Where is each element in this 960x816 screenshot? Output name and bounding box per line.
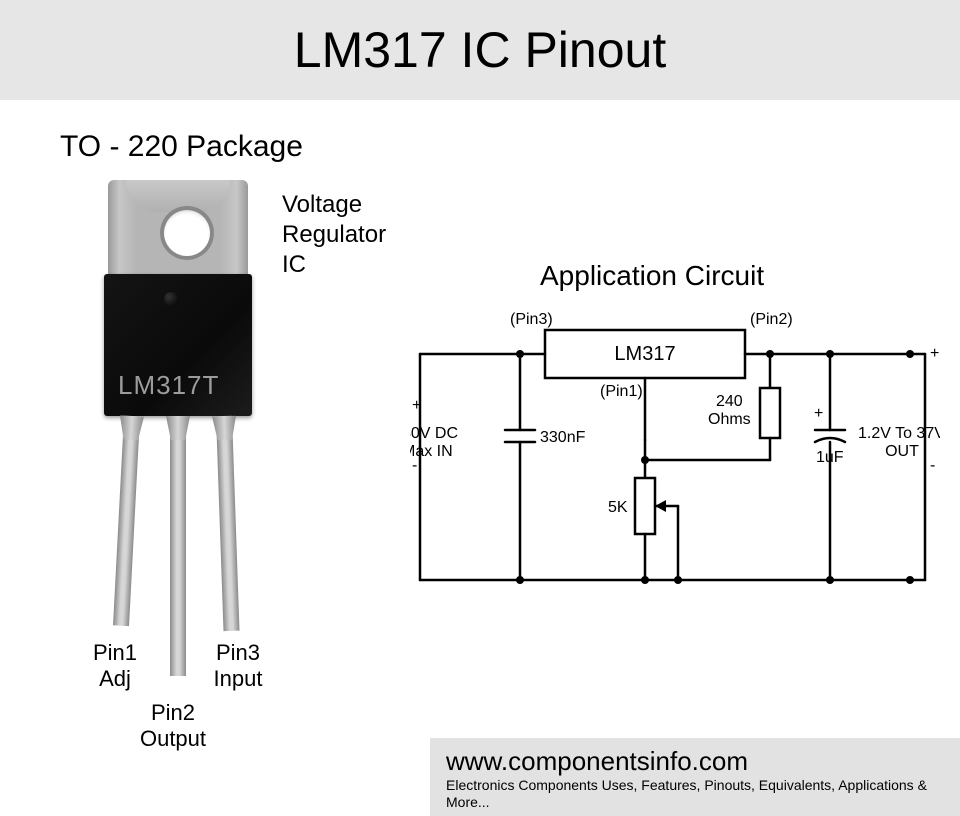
c2-plus: + (814, 405, 823, 422)
chip-marking: LM317T (118, 370, 219, 401)
mounting-hole (160, 206, 214, 260)
in-l1: 40V DC (410, 425, 458, 442)
r1-l2: Ohms (708, 411, 751, 428)
title-bar: LM317 IC Pinout (0, 0, 960, 100)
c1-label: 330nF (540, 429, 586, 446)
r1-l1: 240 (716, 393, 743, 410)
pin3-tag: (Pin3) (510, 311, 553, 328)
pin3-name: Pin3 (216, 640, 260, 665)
lead-3 (216, 416, 239, 631)
mold-dot (164, 292, 178, 306)
pin1-func: Adj (99, 666, 131, 691)
c2-label: 1uF (816, 449, 844, 466)
ic-desc-l1: Voltage (282, 191, 362, 218)
ic-desc-l2: Regulator (282, 221, 386, 248)
lead-1 (113, 416, 140, 627)
component-illustration: LM317T (88, 180, 268, 660)
pin2-name: Pin2 (151, 700, 195, 725)
ic-desc-l3: IC (282, 251, 306, 278)
pin1-tag: (Pin1) (600, 383, 643, 400)
pin3-label: Pin3 Input (198, 640, 278, 693)
application-circuit: LM317 (Pin3) (Pin2) (Pin1) + 40V DC Max … (410, 310, 940, 630)
application-title: Application Circuit (540, 260, 764, 292)
pin2-func: Output (140, 726, 206, 751)
pin2-label: Pin2 Output (128, 700, 218, 753)
pot-label: 5K (608, 499, 628, 516)
footer-bar: www.componentsinfo.com Electronics Compo… (430, 738, 960, 816)
pin3-func: Input (214, 666, 263, 691)
footer-tagline: Electronics Components Uses, Features, P… (446, 777, 944, 811)
page-title: LM317 IC Pinout (294, 21, 666, 79)
out-l2: OUT (885, 443, 919, 460)
lead-2 (170, 416, 186, 676)
schematic-chip-label: LM317 (614, 343, 675, 365)
in-minus: - (412, 457, 417, 474)
out-minus: - (930, 457, 935, 474)
pin1-name: Pin1 (93, 640, 137, 665)
package-label: TO - 220 Package (60, 130, 303, 164)
footer-url: www.componentsinfo.com (446, 746, 944, 777)
pin1-label: Pin1 Adj (75, 640, 155, 693)
pin2-tag: (Pin2) (750, 311, 793, 328)
out-l1: 1.2V To 37V (858, 425, 940, 442)
out-plus: + (930, 345, 939, 362)
in-plus: + (412, 397, 421, 414)
ic-description: Voltage Regulator IC (282, 190, 386, 280)
